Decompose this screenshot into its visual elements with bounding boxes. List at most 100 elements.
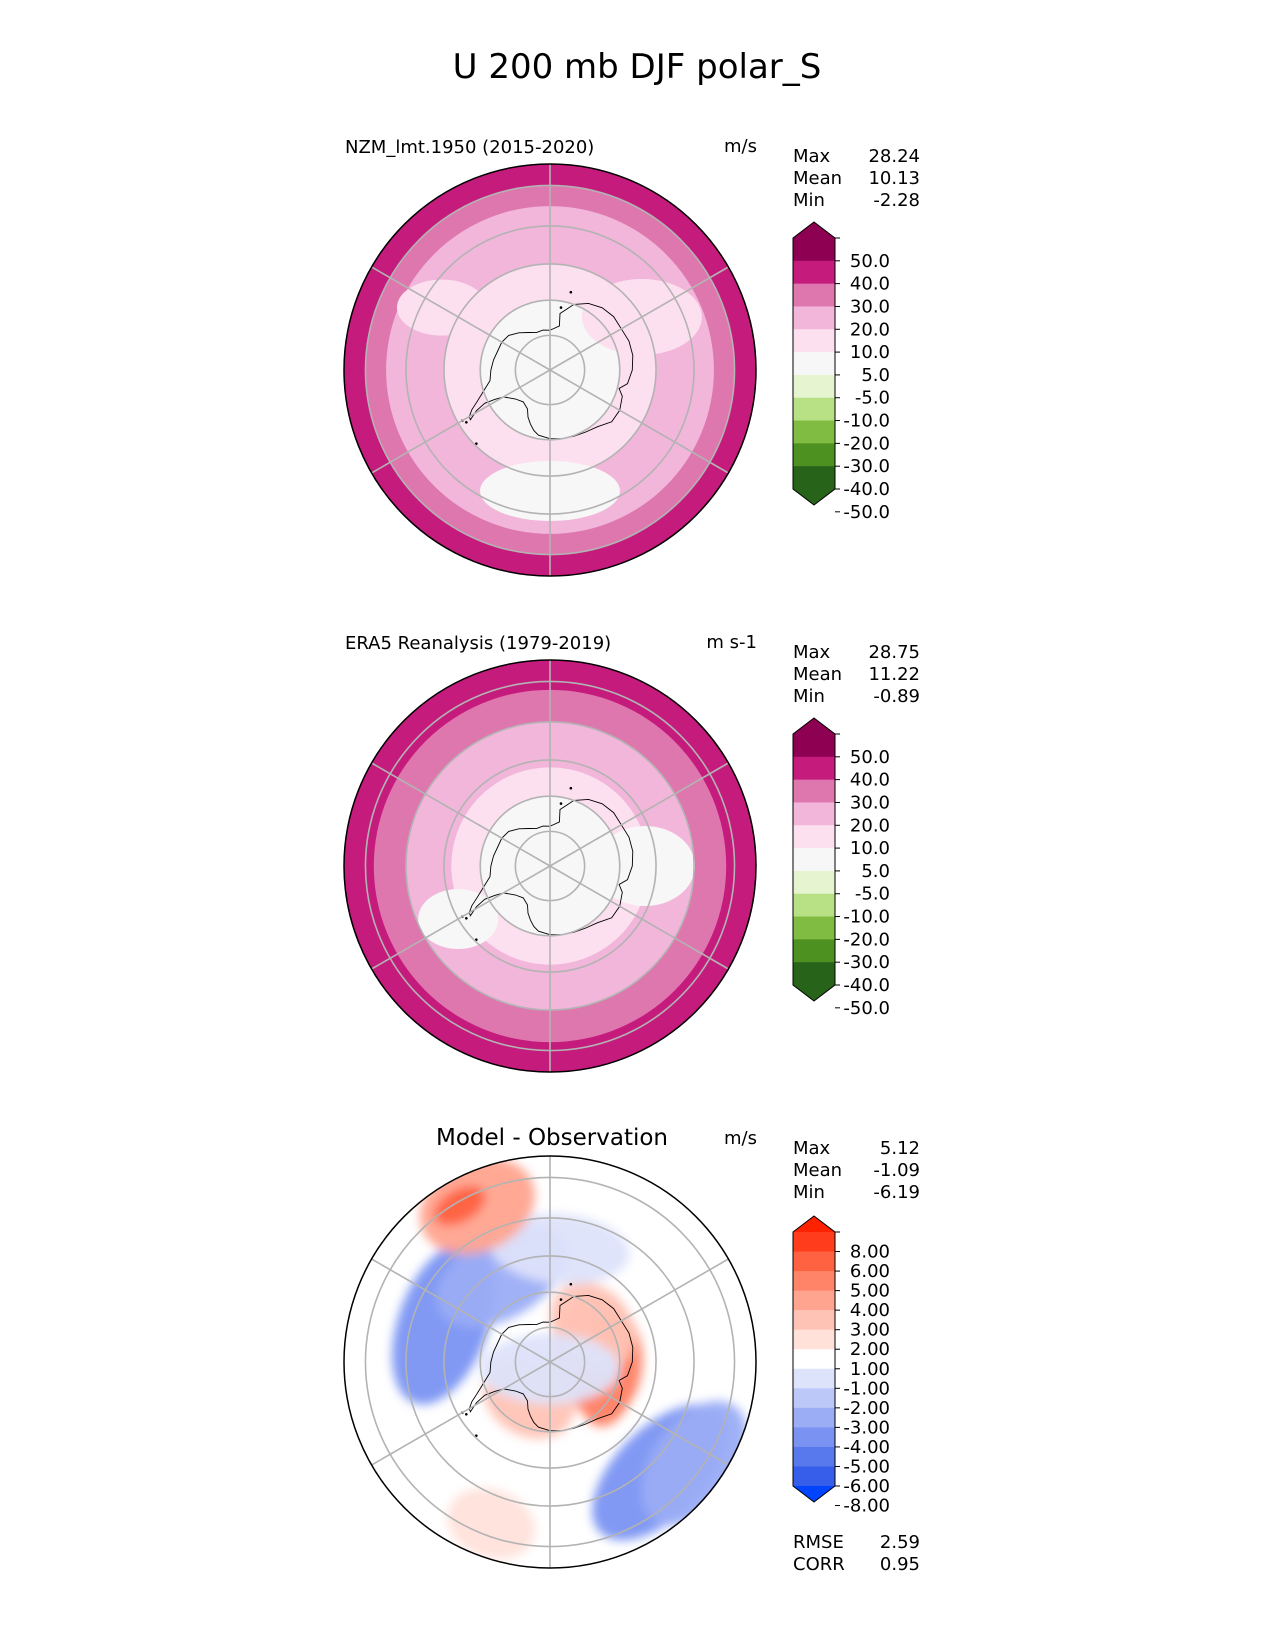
island-dot (475, 1434, 478, 1437)
stat-label-mean: Mean (793, 1160, 842, 1181)
colorbar-tick-label: -6.00 (843, 1476, 890, 1497)
colorbar-tick-label: -4.00 (843, 1437, 890, 1458)
anomaly-atlantic-positive (447, 1488, 536, 1560)
colorbar-tick-label: 40.0 (850, 274, 890, 295)
graticule (364, 1156, 736, 1568)
colorbar-segment (793, 1368, 835, 1389)
meridian-line (371, 865, 551, 970)
colorbar-tick-label: 5.0 (861, 861, 890, 882)
colorbar-tick-label: 5.0 (861, 365, 890, 386)
stat-label-max: Max (793, 146, 831, 167)
panel-units: m/s (724, 136, 757, 157)
colorbar-segment (793, 397, 835, 422)
antarctica-coastline (461, 786, 634, 941)
island-dot (559, 802, 563, 805)
colorbar-tick-label: 20.0 (850, 815, 890, 836)
colorbar-tick-label: -10.0 (843, 411, 890, 432)
stat-label-max: Max (793, 1138, 831, 1159)
colorbar-segment (793, 1349, 835, 1370)
colorbar-tick-label: 10.0 (850, 342, 890, 363)
meridian-line (371, 1361, 551, 1466)
colorbar-tick-label: -10.0 (843, 907, 890, 928)
stat-value-rmse: 2.59 (880, 1532, 920, 1553)
colorbar-segment (793, 329, 835, 353)
colorbar-segment (793, 1407, 835, 1428)
island-dot (465, 1412, 468, 1416)
colorbar-segment (793, 283, 835, 308)
colorbar-segment (793, 802, 835, 826)
colorbar-segment (793, 1290, 835, 1311)
colorbar-tick-label: -8.00 (843, 1496, 890, 1517)
colorbar-tick-label: 30.0 (850, 296, 890, 317)
colorbar-tick-label: 50.0 (850, 251, 890, 272)
meridian-line (549, 266, 729, 371)
stat-value-mean: 11.22 (868, 664, 920, 685)
colorbar-tick-label: 50.0 (850, 747, 890, 768)
meridian-line (371, 1258, 551, 1363)
colorbar-tick-label: -30.0 (843, 456, 890, 477)
meridian-line (371, 762, 551, 867)
colorbar-segment (793, 1251, 835, 1272)
meridian-line (371, 266, 551, 371)
colorbar-extend-bottom (793, 985, 835, 1001)
meridian-line (371, 369, 551, 474)
coastline-path (468, 798, 634, 936)
colorbar-segment (793, 939, 835, 963)
island-dot (559, 1298, 563, 1301)
island-dot (465, 420, 468, 424)
stat-label-min: Min (793, 1182, 825, 1203)
stat-label-min: Min (793, 190, 825, 211)
stat-value-min: -2.28 (873, 190, 920, 211)
graticule (364, 660, 736, 1072)
colorbar: 50.040.030.020.010.05.0-5.0-10.0-20.0-30… (792, 717, 890, 1019)
colorbar-segment (793, 420, 835, 444)
colorbar-segment (793, 352, 835, 376)
polar-map (344, 164, 756, 576)
island-dot (569, 786, 573, 790)
colorbar-segment (793, 916, 835, 940)
colorbar-tick-label: 3.00 (850, 1320, 890, 1341)
stat-label-max: Max (793, 642, 831, 663)
island-dot (569, 290, 573, 294)
colorbar-segment (793, 1271, 835, 1292)
stat-value-corr: 0.95 (880, 1554, 920, 1575)
colorbar-tick-label: 4.00 (850, 1300, 890, 1321)
anomaly-pacific-positive-core (434, 1186, 486, 1226)
skill-scores: RMSE CORR 2.59 0.95 (793, 1532, 920, 1575)
colorbar-tick-label: 5.00 (850, 1281, 890, 1302)
panel-title: ERA5 Reanalysis (1979-2019) (345, 633, 611, 654)
colorbar-extend-top (793, 718, 835, 734)
colorbar-tick-label: -40.0 (843, 975, 890, 996)
colorbar-tick-label: 20.0 (850, 319, 890, 340)
colorbar-segment (793, 1446, 835, 1468)
stat-value-mean: 10.13 (868, 168, 920, 189)
colorbar-segment (793, 825, 835, 849)
colorbar-extend-top (793, 222, 835, 238)
colorbar-segment (793, 893, 835, 918)
colorbar-segment (793, 1388, 835, 1409)
coastline-path (468, 1294, 634, 1432)
colorbar-tick-label: -5.00 (843, 1456, 890, 1477)
colorbar-tick-label: -50.0 (843, 998, 890, 1019)
colorbar-segment (793, 1466, 835, 1487)
colorbar-segment (793, 1427, 835, 1448)
colorbar-segment (793, 238, 835, 262)
panel-units: m/s (724, 1128, 757, 1149)
colorbar-tick-label: 10.0 (850, 838, 890, 859)
colorbar-tick-label: -20.0 (843, 433, 890, 454)
colorbar-extend-bottom (793, 489, 835, 505)
colorbar-segment (793, 260, 835, 285)
colorbar-segment (793, 848, 835, 872)
colorbar: 8.006.005.004.003.002.001.00-1.00-2.00-3… (792, 1215, 890, 1517)
colorbar: 50.040.030.020.010.05.0-5.0-10.0-20.0-30… (792, 221, 890, 523)
island-dot (475, 442, 478, 445)
colorbar-tick-label: 30.0 (850, 792, 890, 813)
panel-title: NZM_lmt.1950 (2015-2020) (345, 137, 594, 158)
island-dot (465, 916, 468, 920)
panel-units: m s-1 (706, 632, 757, 653)
colorbar-segment (793, 962, 835, 986)
colorbar-segment (793, 466, 835, 490)
colorbar-segment (793, 374, 835, 399)
antarctica-coastline (461, 290, 634, 445)
colorbar-tick-label: -1.00 (843, 1378, 890, 1399)
